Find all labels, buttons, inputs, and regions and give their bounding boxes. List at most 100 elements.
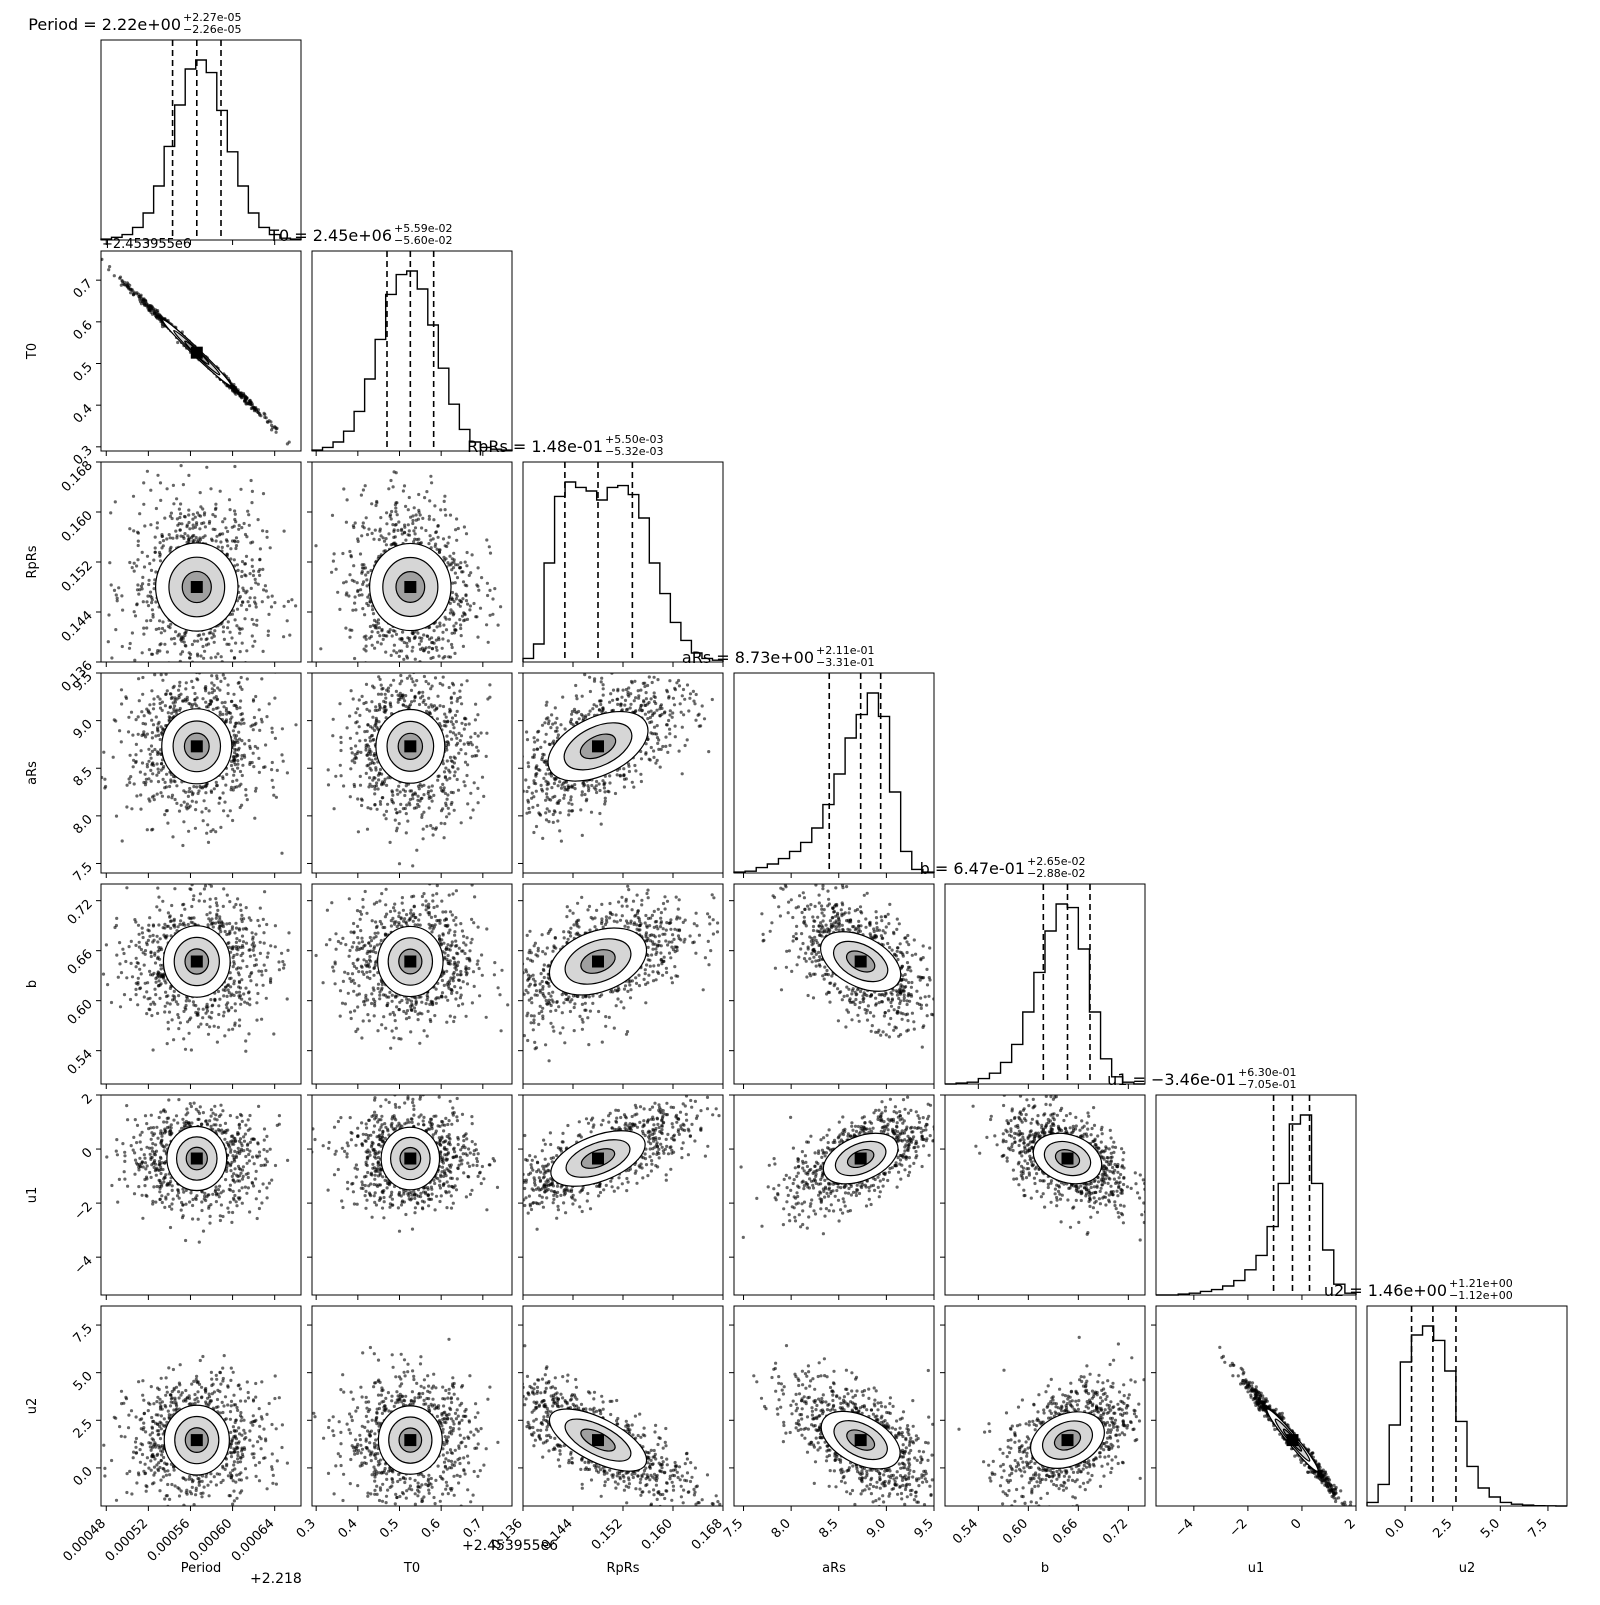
sample-point [453,558,456,561]
sample-point [230,649,233,652]
sample-point [481,776,484,779]
sample-point [229,508,232,511]
sample-point [193,640,196,643]
sample-point [491,597,494,600]
sample-point [177,634,180,637]
sample-point [399,790,402,793]
sample-point [204,791,207,794]
sample-point [252,698,255,701]
sample-point [187,790,190,793]
sample-point [450,701,453,704]
sample-point [452,624,455,627]
sample-point [418,643,421,646]
sample-point [632,786,635,789]
sample-point [464,594,467,597]
sample-point [182,653,185,656]
sample-point [474,718,477,721]
sample-point [338,702,341,705]
sample-point [527,786,530,789]
sample-point [358,698,361,701]
sample-point [445,545,448,548]
sample-point [642,700,645,703]
sample-point [203,650,206,653]
points-T0-aRs [327,637,492,867]
sample-point [633,680,636,683]
title-RpRs: RpRs = 1.48e-01 [467,437,603,456]
sample-point [146,765,149,768]
sample-point [380,534,383,537]
sample-point [287,600,290,603]
sample-point [368,748,371,751]
sample-point [688,697,691,700]
sample-point [155,628,158,631]
sample-point [454,714,457,717]
sample-point [371,644,374,647]
sample-point [191,800,194,803]
sample-point [161,701,164,704]
sample-point [224,526,227,529]
sample-point [411,646,414,649]
sample-point [149,753,152,756]
sample-point [349,795,352,798]
sample-point [175,497,178,500]
sample-point [350,555,353,558]
sample-point [477,589,480,592]
sample-point [240,757,243,760]
sample-point [175,709,178,712]
sample-point [246,798,249,801]
sample-point [408,639,411,642]
sample-point [415,679,418,682]
sample-point [401,694,404,697]
sample-point [443,713,446,716]
sample-point [361,583,364,586]
sample-point [489,552,492,555]
sample-point [354,711,357,714]
sample-point [451,760,454,763]
sample-point [423,496,426,499]
sample-point [452,726,455,729]
sample-point [428,670,431,673]
sample-point [620,696,623,699]
sample-point [120,594,123,597]
sample-point [378,708,381,711]
sample-point [479,607,482,610]
sample-point [535,825,538,828]
sample-point [142,503,145,506]
sample-point [230,764,233,767]
sample-point [458,566,461,569]
sample-point [132,759,135,762]
sample-point [158,721,161,724]
sample-point [327,768,330,771]
sample-point [354,608,357,611]
sample-point [375,726,378,729]
sample-point [263,412,266,415]
sample-point [128,667,131,670]
sample-point [251,618,254,621]
sample-point [204,525,207,528]
sample-point [377,652,380,655]
sample-point [681,772,684,775]
sample-point [150,569,153,572]
sample-point [137,544,140,547]
sample-point [403,526,406,529]
sample-point [218,802,221,805]
sample-point [271,731,274,734]
sample-point [251,685,254,688]
sample-point [445,735,448,738]
sample-point [432,537,435,540]
sample-point [228,498,231,501]
sample-point [218,533,221,536]
sample-point [345,580,348,583]
sample-point [457,752,460,755]
sample-point [465,584,468,587]
panel-T0-Period: 0.30.40.50.60.7 [71,237,304,468]
sample-point [236,767,239,770]
sample-point [185,805,188,808]
sample-point [385,522,388,525]
sample-point [450,801,453,804]
sample-point [453,774,456,777]
sample-point [136,531,139,534]
sample-point [651,681,654,684]
sample-point [373,788,376,791]
sample-point [210,699,213,702]
